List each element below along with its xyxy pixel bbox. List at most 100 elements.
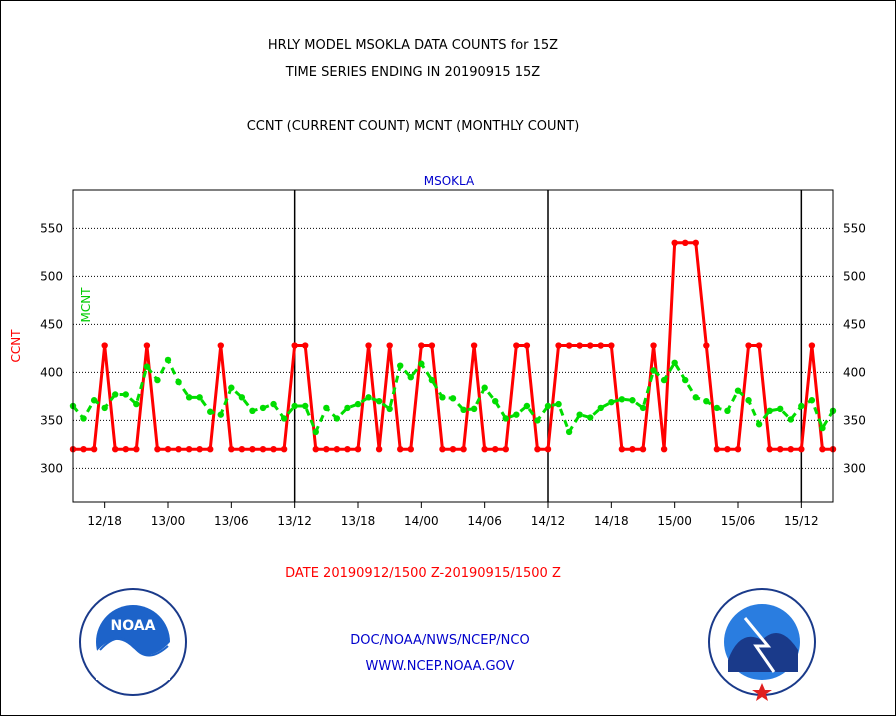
- series-line-ccnt: [73, 241, 833, 451]
- plot-area-border: [72, 189, 834, 503]
- x-tick-label: 14/18: [594, 514, 629, 528]
- data-point-ccnt: [660, 446, 668, 453]
- data-point-ccnt: [534, 446, 541, 453]
- data-point-mcnt: [481, 384, 488, 391]
- data-point-ccnt: [270, 446, 277, 453]
- data-point-ccnt: [196, 446, 203, 453]
- data-point-mcnt: [755, 421, 763, 428]
- data-point-ccnt: [291, 342, 298, 349]
- x-tick-label: 15/00: [657, 514, 692, 528]
- data-point-ccnt: [217, 342, 224, 349]
- data-point-ccnt: [365, 342, 372, 349]
- data-point-ccnt: [418, 342, 425, 349]
- data-point-mcnt: [344, 404, 351, 412]
- data-point-ccnt: [682, 239, 689, 246]
- data-point-mcnt: [101, 404, 108, 412]
- data-point-ccnt: [734, 446, 742, 453]
- website-link[interactable]: WWW.NCEP.NOAA.GOV: [365, 659, 515, 674]
- data-point-mcnt: [207, 408, 214, 415]
- y-tick-label-right: 500: [843, 269, 866, 283]
- x-tick-label: 13/06: [214, 514, 249, 528]
- data-point-mcnt: [133, 400, 140, 408]
- data-point-mcnt: [185, 394, 193, 401]
- data-point-mcnt: [555, 400, 562, 408]
- data-point-ccnt: [513, 342, 520, 349]
- y-tick-label-left: 450: [40, 317, 63, 331]
- data-point-ccnt: [629, 446, 636, 453]
- data-point-ccnt: [544, 446, 552, 453]
- data-point-ccnt: [481, 446, 488, 453]
- x-tick-label: 13/12: [277, 514, 312, 528]
- data-point-ccnt: [492, 446, 499, 453]
- data-point-mcnt: [692, 394, 699, 401]
- data-point-ccnt: [302, 342, 309, 349]
- data-point-mcnt: [397, 362, 404, 369]
- chart-title-line2: TIME SERIES ENDING IN 20190915 15Z: [285, 65, 541, 80]
- plot-title: MSOKLA: [424, 174, 475, 188]
- data-point-mcnt: [734, 387, 742, 394]
- y-tick-label-right: 350: [843, 413, 866, 427]
- data-point-mcnt: [302, 402, 309, 410]
- data-point-mcnt: [576, 411, 583, 418]
- chart-subtitle: CCNT (CURRENT COUNT) MCNT (MONTHLY COUNT…: [246, 119, 580, 134]
- data-point-ccnt: [101, 342, 108, 349]
- x-tick-label: 13/18: [341, 514, 376, 528]
- x-tick-label: 15/06: [721, 514, 756, 528]
- data-point-mcnt: [122, 391, 129, 398]
- data-point-mcnt: [154, 376, 161, 384]
- data-point-mcnt: [418, 360, 425, 367]
- data-point-mcnt: [629, 397, 636, 404]
- x-tick-label: 13/00: [151, 514, 186, 528]
- data-point-ccnt: [576, 342, 583, 349]
- data-point-ccnt: [671, 239, 678, 246]
- data-point-ccnt: [597, 342, 604, 349]
- data-point-mcnt: [280, 415, 288, 422]
- data-point-ccnt: [280, 446, 288, 453]
- data-point-mcnt: [777, 405, 784, 413]
- data-point-mcnt: [819, 424, 826, 432]
- data-point-ccnt: [470, 342, 478, 349]
- y-tick-label-left: 350: [40, 413, 63, 427]
- data-point-ccnt: [745, 342, 752, 349]
- data-point-mcnt: [766, 407, 773, 414]
- data-point-ccnt: [386, 342, 393, 349]
- data-point-ccnt: [133, 446, 140, 453]
- data-point-ccnt: [565, 342, 573, 349]
- x-tick-label: 12/18: [87, 514, 122, 528]
- data-point-ccnt: [439, 446, 446, 453]
- data-point-ccnt: [692, 239, 699, 246]
- data-point-mcnt: [682, 376, 689, 384]
- data-point-mcnt: [428, 376, 436, 384]
- data-point-ccnt: [724, 446, 731, 453]
- data-point-mcnt: [175, 378, 182, 386]
- data-point-mcnt: [703, 398, 710, 405]
- data-point-ccnt: [228, 446, 235, 453]
- data-point-ccnt: [428, 342, 436, 349]
- data-point-ccnt: [755, 342, 763, 349]
- data-point-ccnt: [312, 446, 319, 453]
- data-point-mcnt: [565, 428, 573, 436]
- agency-label: DOC/NOAA/NWS/NCEP/NCO: [350, 633, 530, 648]
- data-point-ccnt: [164, 446, 172, 453]
- data-point-ccnt: [808, 342, 816, 349]
- data-point-mcnt: [460, 406, 467, 414]
- data-point-mcnt: [323, 404, 330, 412]
- data-point-mcnt: [217, 411, 224, 418]
- data-point-ccnt: [787, 446, 794, 453]
- date-range-label: DATE 20190912/1500 Z-20190915/1500 Z: [285, 566, 561, 581]
- data-point-mcnt: [724, 407, 731, 414]
- data-point-ccnt: [154, 446, 161, 453]
- data-point-mcnt: [259, 404, 267, 412]
- data-point-mcnt: [164, 356, 172, 364]
- grid-lines: [73, 190, 833, 502]
- x-tick-label: 14/06: [467, 514, 502, 528]
- data-point-ccnt: [819, 446, 826, 453]
- data-point-ccnt: [639, 446, 647, 453]
- data-point-mcnt: [249, 407, 256, 414]
- data-point-mcnt: [354, 400, 362, 408]
- data-point-ccnt: [608, 342, 615, 349]
- data-point-mcnt: [449, 395, 457, 402]
- data-point-mcnt: [80, 415, 87, 422]
- data-point-ccnt: [259, 446, 267, 453]
